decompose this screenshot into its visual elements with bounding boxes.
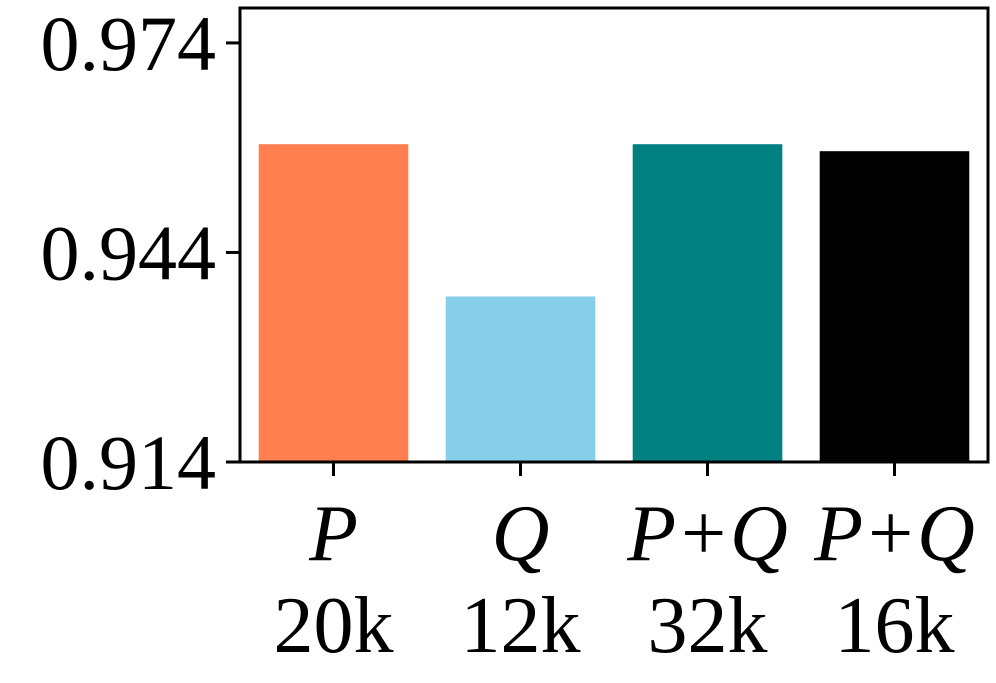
y-axis: 0.914 0.944 0.974 <box>41 0 240 506</box>
x-tick-label: P+Q <box>626 490 788 578</box>
bar <box>258 144 409 462</box>
x-tick-sublabel: 12k <box>461 582 581 670</box>
bar <box>819 151 970 462</box>
bars <box>258 144 970 462</box>
x-tick-label: P <box>308 490 358 578</box>
x-tick-sublabel: 20k <box>274 582 394 670</box>
x-tick-sublabel: 32k <box>648 582 768 670</box>
plot-frame <box>238 6 990 464</box>
bar <box>445 296 596 462</box>
x-tick-label: P+Q <box>813 490 975 578</box>
y-tick-label: 0.914 <box>41 419 217 506</box>
x-tick-sublabel: 16k <box>835 582 955 670</box>
y-tick-label: 0.974 <box>41 0 217 87</box>
y-tick-label: 0.944 <box>41 209 217 296</box>
bar <box>632 144 783 462</box>
x-tick-label: Q <box>492 490 550 578</box>
